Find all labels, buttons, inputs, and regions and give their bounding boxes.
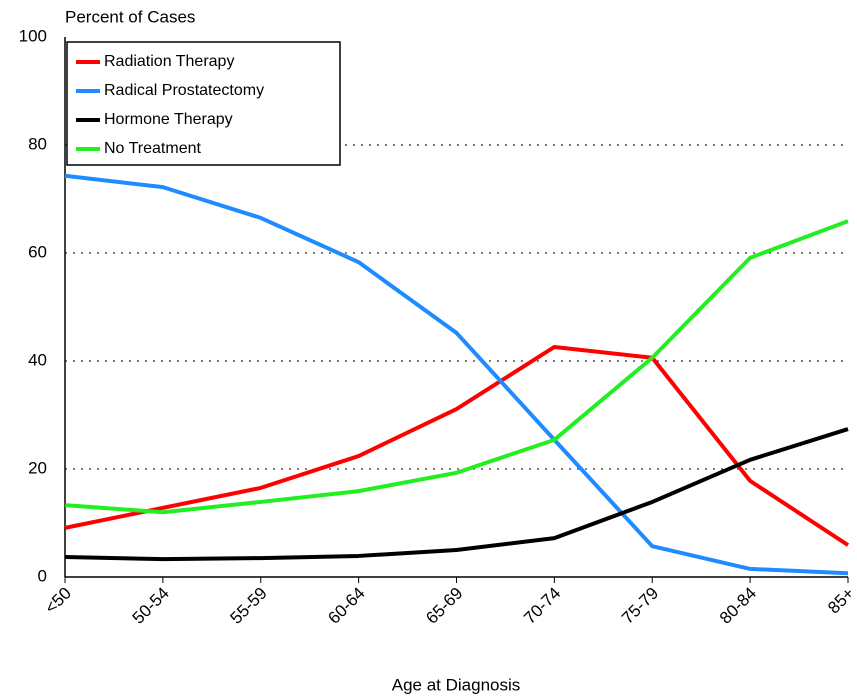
x-axis-title: Age at Diagnosis <box>392 675 521 694</box>
y-tick-label: 100 <box>19 26 47 45</box>
y-tick-label: 20 <box>28 458 47 477</box>
x-tick-label: 55-59 <box>227 584 271 628</box>
legend-label: Hormone Therapy <box>104 111 233 128</box>
y-tick-label: 80 <box>28 134 47 153</box>
legend-label: No Treatment <box>104 140 201 157</box>
x-tick-label: 80-84 <box>716 584 760 628</box>
legend-label: Radical Prostatectomy <box>104 82 264 99</box>
legend-box <box>66 41 341 166</box>
x-tick-label: 65-69 <box>422 584 466 628</box>
x-tick-label: 75-79 <box>618 584 662 628</box>
x-tick-label: 70-74 <box>520 584 564 628</box>
y-tick-label: 0 <box>38 566 47 585</box>
y-tick-label: 40 <box>28 350 47 369</box>
x-tick-label: 50-54 <box>129 584 173 628</box>
x-tick-label: 85+ <box>824 584 857 618</box>
series-line <box>64 344 850 547</box>
x-tick-label: 60-64 <box>324 584 368 628</box>
y-axis-title: Percent of Cases <box>65 7 195 26</box>
series-line <box>64 173 849 576</box>
legend-label: Radiation Therapy <box>104 53 234 70</box>
series-line <box>64 427 849 562</box>
x-tick-label: <50 <box>41 584 75 618</box>
series-line <box>64 219 849 515</box>
y-tick-label: 60 <box>28 242 47 261</box>
